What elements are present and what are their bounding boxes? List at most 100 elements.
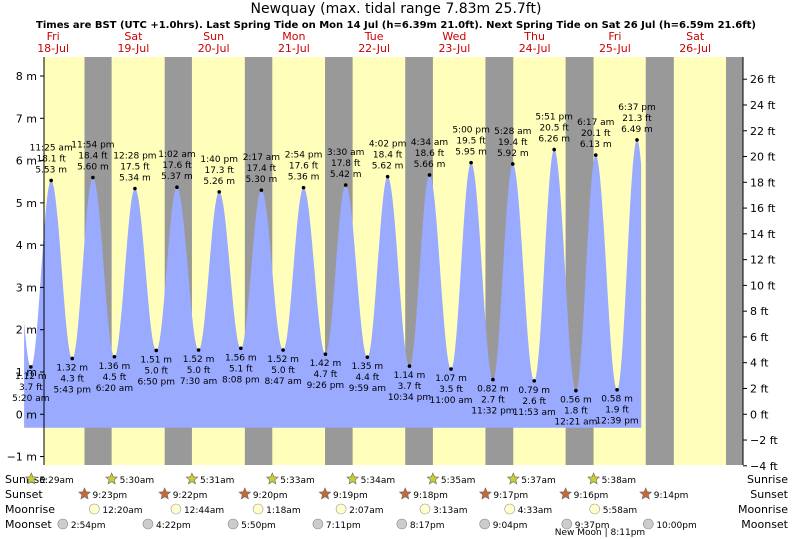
high-tide-point [552,147,556,152]
low-tide-ft: 3.7 ft [398,382,422,392]
sunrise-time: 5:33am [280,476,315,486]
tide-area [24,139,642,428]
sunrise-time: 5:37am [521,476,556,486]
high-tide-point [427,173,432,177]
low-tide-point [407,364,412,368]
high-tide-time: 4:34 am [411,138,448,148]
high-tide-time: 6:37 pm [618,103,656,113]
high-tide-ft: 19.5 ft [456,137,486,147]
high-tide-m: 5.60 m [77,162,109,172]
high-tide-m: 5.34 m [119,173,151,183]
low-tide-m: 1.52 m [267,355,299,365]
moonset-time: 5:50pm [241,521,276,531]
high-tide-point [175,185,179,190]
high-tide-m: 5.66 m [414,160,446,170]
chart-title: Newquay (max. tidal range 7.83m 25.7ft) [251,1,542,17]
sunrise-icon [265,472,279,485]
moonrise-time: 4:33am [518,506,553,516]
high-tide-m: 5.95 m [455,148,487,158]
moonrise-time: 12:44am [184,506,224,516]
high-tide-time: 2:17 am [243,153,280,163]
sunset-icon [639,487,653,500]
sunrise-time: 5:34am [361,476,396,486]
low-tide-point [196,348,201,352]
high-tide-ft: 17.6 ft [162,161,192,171]
right-tick-label: 16 ft [750,202,776,215]
sunset-icon [78,487,91,500]
sunset-time: 9:16pm [574,491,609,501]
high-tide-m: 5.30 m [246,175,278,185]
chart-subtitle: Times are BST (UTC +1.0hrs). Last Spring… [36,20,756,31]
low-tide-m: 1.07 m [435,374,467,384]
day-date: 18-Jul [37,42,69,55]
astro-table: Sunrise Sunrise Sunset Sunset Moonrise Moonri… [5,472,789,538]
day-date: 25-Jul [599,42,631,55]
low-tide-point [615,387,619,392]
high-tide-ft: 18.1 ft [36,154,66,164]
day-date: 21-Jul [278,42,310,55]
right-tick-label: −4 ft [750,460,778,473]
high-tide-m: 5.92 m [497,149,529,159]
high-tide-m: 5.37 m [161,172,193,182]
low-tide-ft: 5.0 ft [271,366,295,376]
sunset-icon [478,487,492,500]
moonrise-icon [504,503,516,515]
sunrise-time: 5:30am [120,476,155,486]
low-tide-time: 9:59 am [349,384,386,394]
high-tide-time: 5:28 am [494,127,531,137]
high-tide-time: 5:00 pm [452,126,490,136]
right-tick-label: 12 ft [750,254,776,267]
high-tide-m: 5.36 m [288,173,320,183]
high-tide-point [259,188,264,192]
moonrise-time: 1:18am [266,506,301,516]
moonrise-icon [89,503,100,515]
right-tick-label: 24 ft [750,99,776,112]
low-tide-time: 12:39 pm [595,417,638,427]
right-tick-label: 26 ft [750,73,776,86]
moonset-icon [643,518,654,530]
moonset-time: 2:54pm [71,521,106,531]
low-tide-m: 0.58 m [601,395,633,405]
low-tide-point [281,348,285,352]
low-tide-point [154,348,159,353]
low-tide-ft: 4.4 ft [356,373,380,383]
right-tick-label: 18 ft [750,176,776,189]
high-tide-time: 11:25 am [30,143,73,153]
high-tide-ft: 21.3 ft [622,114,652,124]
low-tide-m: 1.51 m [140,355,172,365]
moonset-time: 8:17pm [410,521,445,531]
low-tide-time: 8:47 am [264,377,301,387]
low-tide-point [449,367,453,371]
high-tide-point [385,174,390,179]
low-tide-m: 1.12 m [15,372,47,382]
sunrise-time: 5:29am [39,476,74,486]
sunset-time: 9:20pm [253,491,288,501]
low-tide-time: 12:21 am [554,418,597,428]
sunrise-time: 5:38am [602,476,637,486]
sunrise-icon [346,472,360,485]
left-tick-label: 8 m [16,70,37,83]
tide-curve [24,139,642,428]
low-tide-time: 6:20 am [96,384,133,394]
low-tide-ft: 1.8 ft [564,407,588,417]
low-tide-ft: 5.0 ft [144,366,168,376]
low-tide-m: 1.35 m [352,362,384,372]
high-tide-point [510,162,515,166]
high-tide-time: 1:02 am [158,150,195,160]
moonrise-icon [335,503,347,515]
high-tide-m: 6.49 m [621,125,653,135]
low-tide-time: 5:20 am [12,394,49,404]
left-tick-label: 5 m [16,197,37,210]
high-tide-ft: 20.1 ft [581,129,611,139]
sunset-time: 9:22pm [173,491,208,501]
sunrise-icon [426,472,440,485]
sunset-icon [559,487,573,500]
low-tide-ft: 1.9 ft [605,406,629,416]
low-tide-ft: 3.7 ft [19,383,43,393]
low-tide-time: 11:00 am [429,396,472,406]
day-name: Fri [608,30,621,43]
sunrise-icon [587,472,601,485]
day-name: Mon [282,30,305,43]
high-tide-m: 6.26 m [538,135,570,145]
